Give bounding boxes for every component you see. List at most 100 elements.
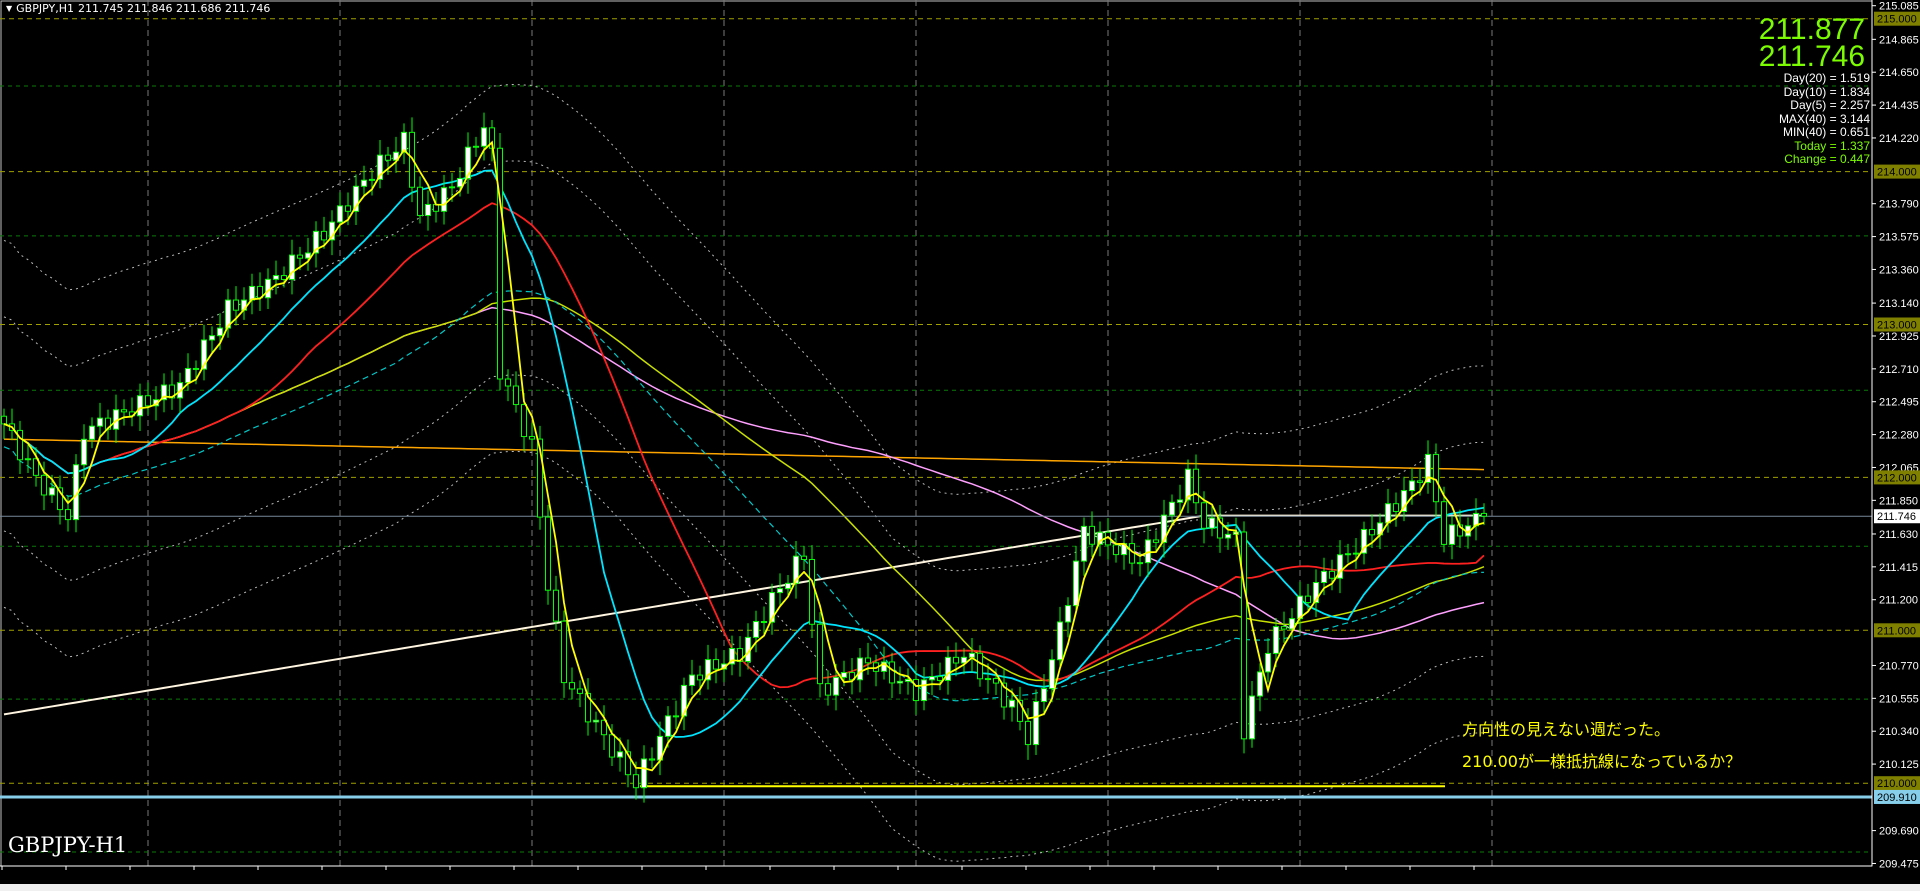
candle-body: [561, 620, 567, 684]
candle-body: [1345, 553, 1351, 556]
candle-body: [1225, 533, 1231, 539]
candle: [961, 648, 967, 675]
candle-body: [545, 516, 551, 591]
candle: [401, 123, 407, 165]
candle-body: [1153, 539, 1159, 543]
candle: [1057, 606, 1063, 671]
candle-body: [809, 558, 815, 625]
candle-body: [137, 395, 143, 417]
candle-body: [1089, 525, 1095, 545]
candle-body: [1185, 468, 1191, 501]
candle-body: [1145, 539, 1151, 564]
candle: [537, 425, 543, 530]
price-chart[interactable]: 215.085 214.865 214.650 214.435 214.220 213.7…: [0, 0, 1920, 870]
candle: [681, 677, 687, 731]
candle-body: [1201, 502, 1207, 529]
candle-body: [473, 145, 479, 148]
candle-body: [209, 335, 215, 341]
annotation-line-1[interactable]: 方向性の見えない週だった。: [1462, 720, 1671, 739]
collapse-triangle-icon[interactable]: ▼: [6, 4, 13, 13]
candle: [905, 668, 911, 695]
ma-4-line: [3, 140, 1485, 772]
price-tick-label: 211.630: [1879, 529, 1918, 541]
candle: [1225, 522, 1231, 550]
candle: [1041, 674, 1047, 716]
candle-body: [273, 275, 279, 280]
candle: [1409, 468, 1415, 505]
candle: [1257, 663, 1263, 712]
candle-body: [377, 154, 383, 180]
candle: [41, 461, 47, 511]
candle: [33, 447, 39, 487]
candle: [417, 176, 423, 224]
candle: [1337, 540, 1343, 594]
candle: [281, 266, 287, 288]
candle-body: [897, 680, 903, 684]
candle: [1361, 521, 1367, 565]
candle-body: [913, 678, 919, 702]
candle: [1249, 681, 1255, 748]
candle-body: [977, 652, 983, 680]
candle: [785, 574, 791, 598]
candle-body: [513, 385, 519, 406]
envelope-band: [3, 374, 1485, 786]
candle: [97, 402, 103, 442]
price-level-badge: [1874, 164, 1920, 179]
price-tick-label: 213.360: [1879, 264, 1919, 276]
candle: [1161, 499, 1167, 558]
candle: [121, 399, 127, 426]
candle: [329, 210, 335, 256]
candle: [497, 133, 503, 391]
candle: [441, 174, 447, 225]
candle-body: [1409, 480, 1415, 492]
candle-body: [321, 230, 327, 241]
envelope-band: [3, 83, 1485, 495]
candle: [433, 191, 439, 223]
candle-body: [1425, 453, 1431, 483]
candle: [1393, 492, 1399, 527]
candle-body: [609, 734, 615, 758]
candle: [569, 667, 575, 700]
stat-day5: Day(5) = 2.257: [1790, 98, 1870, 112]
price-level-badge: [1874, 789, 1920, 804]
candle: [353, 174, 359, 226]
ma-14-line: [3, 169, 1485, 738]
candle: [1033, 689, 1039, 756]
candle: [17, 420, 23, 474]
candle-body: [249, 285, 255, 301]
candle-body: [217, 327, 223, 337]
candle: [793, 541, 799, 599]
price-tick-label: 212.710: [1879, 364, 1919, 376]
price-tick-label: 214.435: [1879, 100, 1919, 112]
price-level-label: 213.000: [1877, 319, 1917, 331]
candle-body: [953, 656, 959, 664]
candle: [617, 737, 623, 772]
candle-body: [89, 425, 95, 440]
candle: [25, 443, 31, 473]
candle: [241, 287, 247, 320]
candle-body: [1321, 570, 1327, 584]
candle-body: [769, 592, 775, 623]
candle-body: [449, 186, 455, 189]
candle: [1185, 459, 1191, 514]
candle: [1193, 454, 1199, 515]
candle-body: [593, 719, 599, 723]
candle-body: [825, 683, 831, 696]
stat-today: Today = 1.337: [1794, 138, 1870, 153]
ask-price: 211.877: [1758, 13, 1865, 46]
candle-body: [937, 676, 943, 681]
candle: [57, 475, 63, 525]
stat-max40: MAX(40) = 3.144: [1778, 111, 1870, 126]
candle: [313, 221, 319, 268]
candle-body: [697, 674, 703, 681]
candle-body: [1073, 560, 1079, 607]
candle-body: [849, 672, 855, 681]
stat-min40: MIN(40) = 0.651: [1782, 125, 1870, 139]
candle: [89, 417, 95, 449]
candle: [729, 635, 735, 676]
candle: [945, 646, 951, 695]
candle: [593, 711, 599, 733]
annotation-line-2[interactable]: 210.00が一様抵抗線になっているか？: [1462, 752, 1742, 771]
price-tick-label: 212.495: [1879, 397, 1919, 409]
candle: [105, 409, 111, 440]
